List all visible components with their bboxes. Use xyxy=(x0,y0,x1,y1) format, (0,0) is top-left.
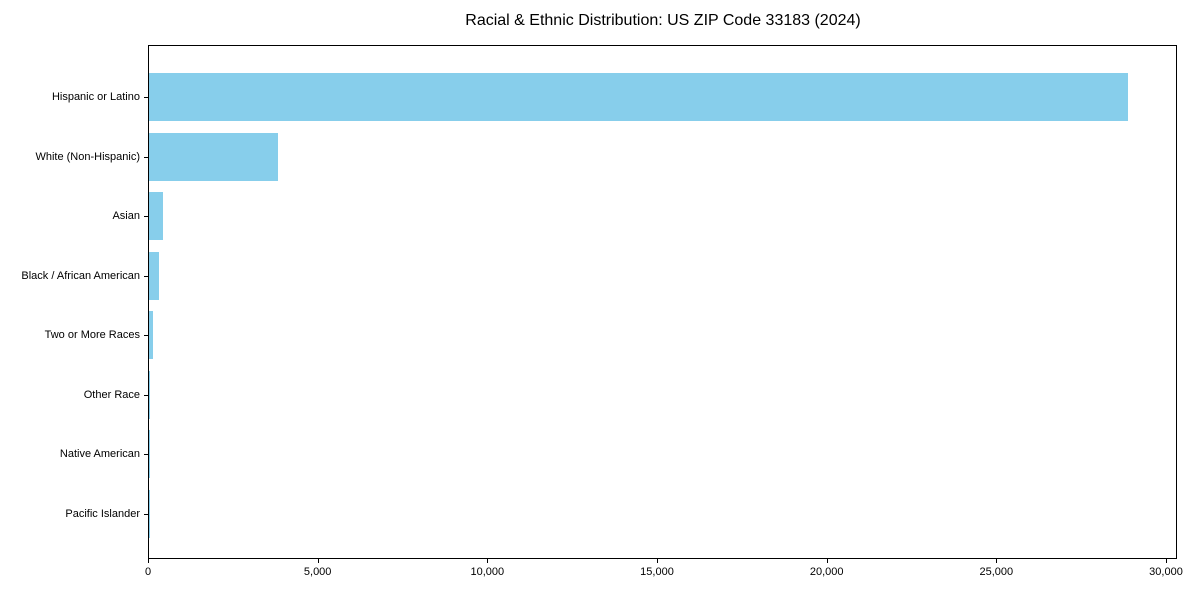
x-tick xyxy=(487,559,489,563)
bar-hispanic-or-latino xyxy=(149,73,1128,121)
plot-area xyxy=(148,45,1177,559)
x-tick xyxy=(1166,559,1167,563)
y-tick-label: Pacific Islander xyxy=(65,507,140,520)
bar-asian xyxy=(149,192,163,241)
y-tick xyxy=(144,513,148,515)
x-tick-label: 0 xyxy=(144,566,152,578)
y-tick-label: Other Race xyxy=(83,388,140,401)
y-tick-label: Black / African American xyxy=(21,269,140,282)
x-tick-label: 20,000 xyxy=(809,566,844,578)
y-tick-label: Two or More Races xyxy=(44,329,140,342)
y-tick xyxy=(144,454,148,456)
x-tick-label: 30,000 xyxy=(1149,566,1183,578)
bar-two-or-more-races xyxy=(149,311,154,360)
x-tick-label: 5,000 xyxy=(303,566,332,578)
y-tick xyxy=(144,97,148,98)
x-tick-label: 25,000 xyxy=(979,566,1014,578)
x-tick xyxy=(657,559,658,563)
y-tick-label: White (Non-Hispanic) xyxy=(35,150,140,163)
y-tick xyxy=(144,335,148,337)
y-tick-label: Hispanic or Latino xyxy=(51,91,140,103)
x-tick xyxy=(996,559,998,563)
y-tick xyxy=(144,394,148,396)
x-tick xyxy=(317,559,319,563)
chart-title: Racial & Ethnic Distribution: US ZIP Cod… xyxy=(465,12,861,29)
bar-white-non-hispanic xyxy=(149,132,278,181)
y-tick xyxy=(144,156,148,158)
y-tick-label: Native American xyxy=(59,448,140,461)
y-tick xyxy=(144,216,148,218)
bar-other-race xyxy=(149,370,151,419)
x-tick xyxy=(826,559,828,563)
x-tick-label: 10,000 xyxy=(470,566,505,578)
x-tick xyxy=(148,559,149,563)
y-tick xyxy=(144,275,148,277)
bar-black-african-american xyxy=(149,251,160,300)
x-tick-label: 15,000 xyxy=(640,566,674,578)
y-tick-label: Asian xyxy=(112,210,140,223)
